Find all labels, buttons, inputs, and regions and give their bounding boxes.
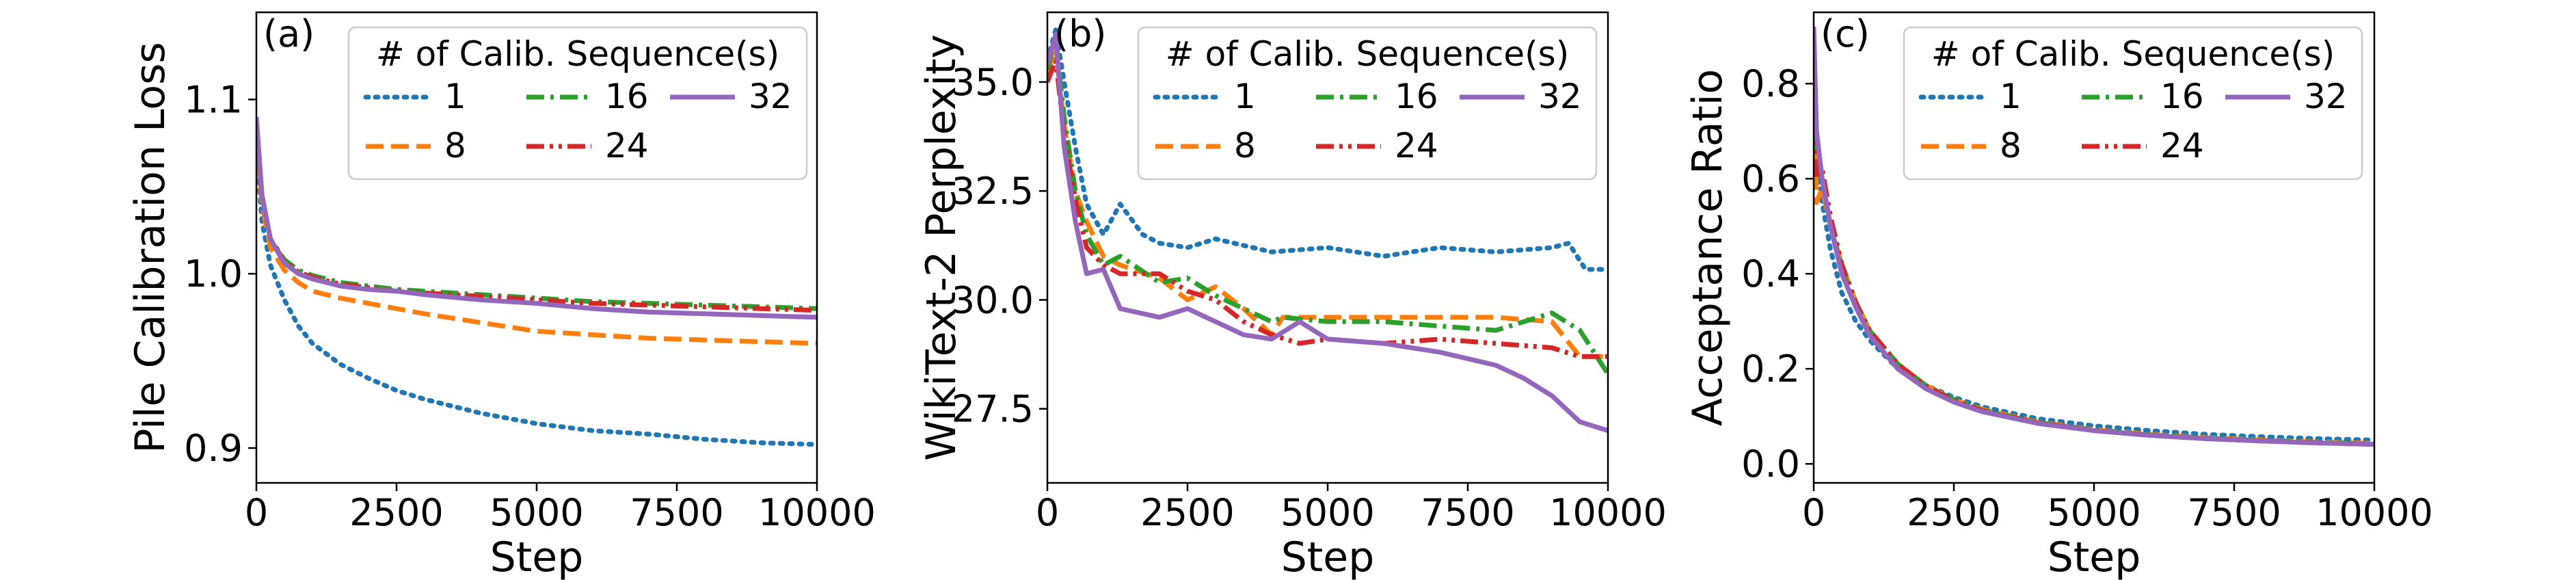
y-tick-label: 0.9 <box>184 427 243 470</box>
y-tick-label: 0.8 <box>1741 62 1800 105</box>
y-tick-label: 32.5 <box>952 170 1034 213</box>
x-tick-label: 0 <box>245 491 268 534</box>
series-line-32 <box>1814 26 2374 447</box>
legend-title: # of Calib. Sequence(s) <box>1931 34 2335 74</box>
legend-entry-label: 8 <box>2000 126 2022 166</box>
panel-b: 0 2500 5000 7500 10000 27.5 30.0 32.5 35.0 Step Wi… <box>917 11 1667 580</box>
x-tick-label: 2500 <box>1140 491 1234 534</box>
y-tick-label: 27.5 <box>952 388 1034 431</box>
series-line-16 <box>256 125 817 311</box>
series-group <box>256 116 817 447</box>
panel-tag: (b) <box>1054 12 1106 55</box>
series-group <box>1047 27 1608 433</box>
panel-c: 0 2500 5000 7500 10000 0.0 0.2 0.4 0.6 0.8 Step Acc… <box>1684 11 2433 580</box>
y-tick-label: 30.0 <box>952 278 1034 321</box>
x-tick-label: 5000 <box>1280 491 1374 534</box>
x-tick-label: 7500 <box>1421 491 1514 534</box>
series-group <box>1814 26 2374 447</box>
x-tick-label: 2500 <box>1907 491 2000 534</box>
x-tick-label: 10000 <box>1549 491 1667 534</box>
legend-title: # of Calib. Sequence(s) <box>1166 34 1569 74</box>
x-axis-label: Step <box>490 533 584 580</box>
y-tick-label: 0.6 <box>1741 157 1800 200</box>
legend-entry-label: 1 <box>1234 77 1256 116</box>
x-tick-label: 10000 <box>2316 491 2433 534</box>
legend-box <box>1903 26 2363 181</box>
x-tick-label: 5000 <box>489 491 583 534</box>
y-tick-label: 1.0 <box>184 252 243 295</box>
legend-entry-label: 16 <box>1395 77 1438 116</box>
legend-entry-label: 16 <box>605 77 649 116</box>
legend: # of Calib. Sequence(s)1 8 16 24 32 <box>1903 26 2363 181</box>
legend-entry-label: 8 <box>444 126 466 166</box>
series-line-8 <box>1047 44 1608 359</box>
y-axis-label: Pile Calibration Loss <box>126 42 174 453</box>
x-tick-label: 0 <box>1802 491 1825 534</box>
legend-box <box>1137 26 1598 181</box>
legend: # of Calib. Sequence(s)1 8 16 24 32 <box>1137 26 1598 181</box>
legend-title: # of Calib. Sequence(s) <box>376 34 779 74</box>
x-tick-label: 7500 <box>630 491 723 534</box>
series-line-1 <box>1047 27 1608 272</box>
x-tick-label: 2500 <box>349 491 443 534</box>
panel-tag: (a) <box>263 12 314 55</box>
x-tick-label: 10000 <box>758 491 876 534</box>
legend-entry-label: 8 <box>1234 126 1256 166</box>
legend-entry-label: 1 <box>2000 77 2022 116</box>
y-axis-label: Acceptance Ratio <box>1684 69 1732 426</box>
legend-entry-label: 32 <box>1538 77 1582 116</box>
legend-entry-label: 1 <box>444 77 466 116</box>
y-tick-label: 0.0 <box>1741 443 1800 486</box>
y-tick-label: 0.2 <box>1741 347 1800 391</box>
y-tick-label: 35.0 <box>952 61 1034 104</box>
x-tick-label: 5000 <box>2047 491 2141 534</box>
legend-entry-label: 24 <box>1395 126 1438 166</box>
series-line-1 <box>256 149 817 447</box>
legend-box <box>347 26 808 181</box>
x-axis-label: Step <box>1281 533 1375 580</box>
x-axis-label: Step <box>2048 533 2141 580</box>
legend: # of Calib. Sequence(s)1 8 16 24 32 <box>347 26 808 181</box>
legend-entry-label: 32 <box>2304 77 2348 116</box>
legend-entry-label: 32 <box>749 77 792 116</box>
legend-entry-label: 24 <box>2160 126 2204 166</box>
legend-entry-label: 16 <box>2160 77 2204 116</box>
y-tick-label: 0.4 <box>1741 252 1800 295</box>
legend-entry-label: 24 <box>605 126 649 166</box>
series-line-8 <box>256 134 817 346</box>
series-line-32 <box>256 116 817 320</box>
x-tick-label: 7500 <box>2187 491 2281 534</box>
panel-a: 0 2500 5000 7500 10000 0.9 1.0 1.1 Step Pile Cali… <box>126 11 876 580</box>
y-axis-label: WikiText-2 Perplexity <box>917 34 965 461</box>
y-tick-label: 1.1 <box>184 78 243 121</box>
series-line-32 <box>1047 31 1608 433</box>
series-line-16 <box>1047 36 1608 375</box>
panel-tag: (c) <box>1821 12 1870 55</box>
series-line-24 <box>1047 57 1608 359</box>
x-tick-label: 0 <box>1036 491 1059 534</box>
